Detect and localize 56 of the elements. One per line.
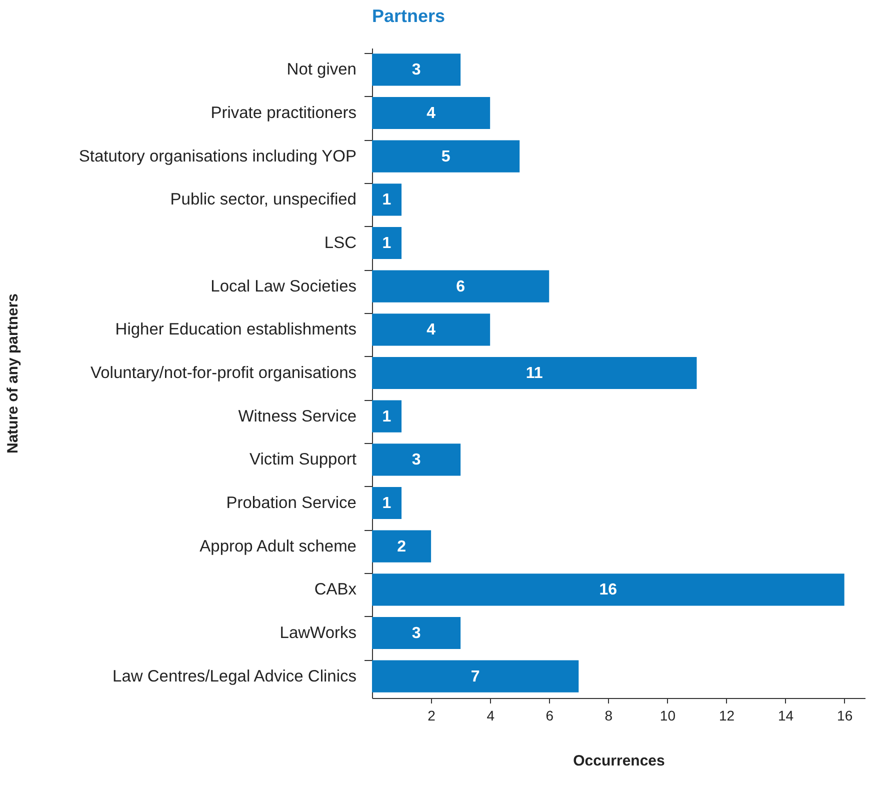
data-label: 1	[382, 235, 392, 252]
data-label: 6	[456, 278, 466, 296]
y-tick-label: Witness Service	[238, 407, 356, 426]
x-tick-label: 14	[778, 708, 794, 724]
y-tick-label: Victim Support	[250, 450, 357, 469]
bar	[372, 486, 402, 520]
x-tick-label: 10	[660, 708, 676, 724]
y-tick-label: Probation Service	[226, 494, 356, 512]
y-tick-label: Law Centres/Legal Advice Clinics	[112, 667, 356, 686]
bar	[372, 574, 844, 606]
chart-title: Partners	[372, 6, 446, 26]
bar	[372, 616, 461, 650]
x-tick-label: 12	[718, 708, 735, 724]
data-label: 3	[412, 62, 421, 79]
bar	[372, 226, 402, 260]
y-tick-label: Approp Adult scheme	[200, 537, 356, 556]
y-tick-label: Voluntary/not-for-profit organisations	[90, 364, 356, 382]
y-axis-title: Nature of any partners	[4, 293, 22, 454]
y-tick-label: Public sector, unspecified	[170, 190, 356, 209]
y-tick-label: Local Law Societies	[210, 277, 356, 296]
bar	[372, 96, 490, 130]
data-label: 3	[412, 452, 421, 469]
data-label: 16	[599, 582, 618, 599]
data-label: 3	[412, 625, 421, 642]
bar	[372, 184, 402, 216]
y-tick-label: Statutory organisations including YOP	[78, 147, 356, 166]
y-tick-label: CABx	[314, 580, 358, 599]
bar	[372, 314, 490, 346]
bar	[372, 356, 697, 390]
data-label: 11	[526, 365, 543, 382]
y-tick-label: LawWorks	[280, 624, 356, 642]
bar	[372, 54, 461, 86]
y-tick-label: LSC	[324, 234, 357, 252]
bar	[372, 444, 461, 476]
y-tick-label: Private practitioners	[210, 104, 356, 122]
x-tick-label: 8	[604, 708, 613, 724]
bar	[372, 660, 579, 692]
data-label: 2	[397, 538, 406, 556]
x-tick-label: 4	[486, 708, 495, 724]
data-label: 1	[382, 495, 392, 512]
data-label: 5	[441, 148, 450, 166]
data-label: 4	[426, 322, 436, 339]
bar	[372, 270, 550, 302]
x-tick-label: 6	[546, 708, 554, 724]
y-tick-label: Not given	[286, 60, 356, 79]
x-tick-label: 16	[837, 708, 853, 724]
data-label: 1	[382, 192, 392, 209]
x-axis-title: Occurrences	[573, 752, 665, 770]
bar	[372, 140, 520, 172]
bar	[372, 400, 402, 432]
x-tick-label: 2	[428, 708, 436, 724]
data-label: 1	[382, 408, 392, 426]
data-label: 4	[426, 105, 436, 122]
bar	[372, 530, 432, 562]
data-label: 7	[470, 668, 480, 686]
y-tick-label: Higher Education establishments	[115, 320, 356, 339]
